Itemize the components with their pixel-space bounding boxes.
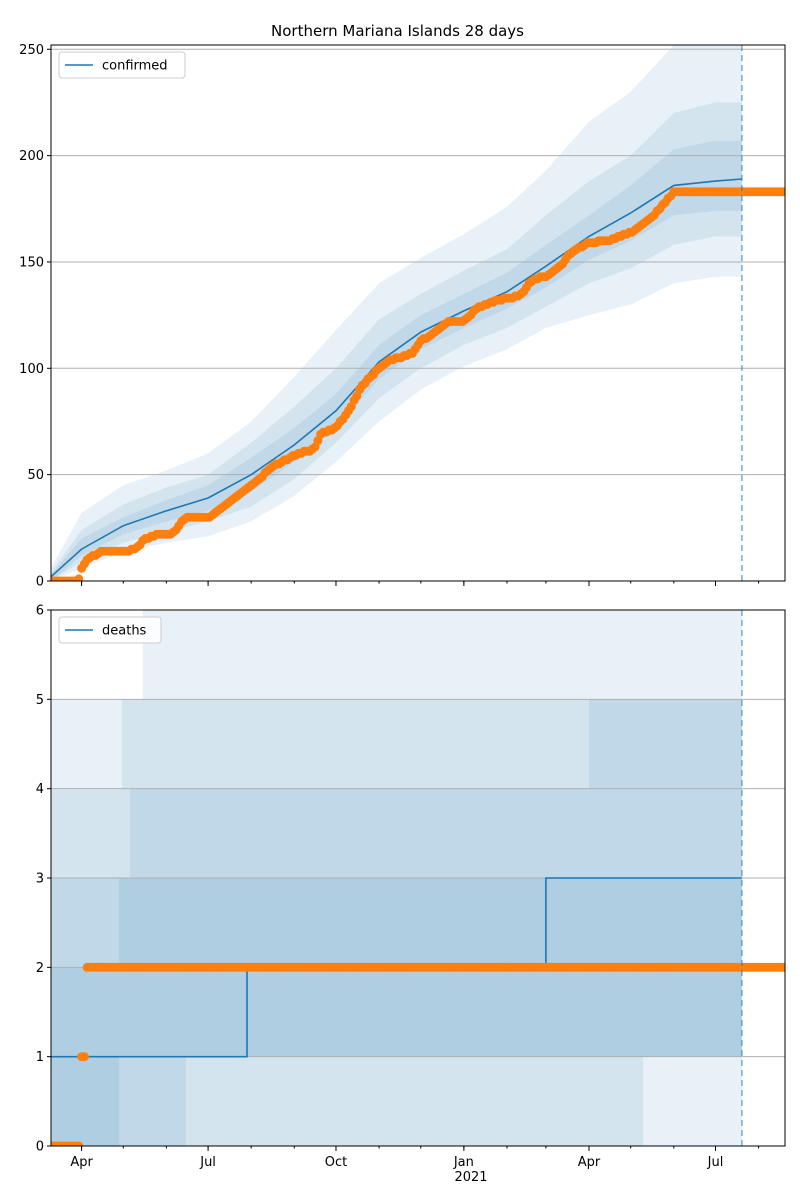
deaths-ytick-label: 5	[36, 693, 44, 708]
deaths-legend-box	[58, 616, 162, 644]
deaths-band-1	[51, 699, 742, 1146]
confirmed-ytick-label: 50	[27, 468, 44, 483]
confirmed-band-1	[51, 102, 742, 581]
deaths-ytick-label: 0	[36, 1140, 44, 1155]
deaths-ytick-label: 6	[36, 604, 44, 619]
deaths-plot-area	[51, 610, 785, 1146]
deaths-legend-label: deaths	[102, 624, 147, 639]
deaths-xtick-label: Jul	[707, 1155, 724, 1170]
confirmed-observed-point	[74, 574, 84, 581]
deaths-legend: deaths	[58, 616, 162, 644]
confirmed-observed-points	[51, 187, 785, 581]
deaths-observed-point	[780, 962, 785, 972]
deaths-ytick-label: 4	[36, 782, 44, 797]
deaths-ytick-label: 1	[36, 1050, 44, 1065]
x-year-label: 2021	[454, 1170, 487, 1185]
confirmed-observed-point	[780, 187, 785, 197]
confirmed-ytick-label: 100	[19, 362, 44, 377]
confirmed-ytick-label: 0	[36, 575, 44, 590]
deaths-ytick-label: 3	[36, 872, 44, 887]
confirmed-legend: confirmed	[58, 51, 186, 79]
deaths-panel: 0 1 2 3 4 5 6 Apr Jul Oct Jan Apr Jul deaths	[36, 604, 786, 1170]
deaths-band-2	[51, 699, 742, 1146]
deaths-observed-point	[79, 1052, 89, 1062]
confirmed-panel: 0 50 100 150 200 250 confirmed	[19, 43, 786, 590]
deaths-observed-point	[74, 1141, 84, 1146]
deaths-xtick-label: Oct	[325, 1155, 347, 1170]
deaths-xtick-label: Jul	[199, 1155, 216, 1170]
confirmed-plot-area	[51, 45, 785, 581]
confirmed-series-line-0	[51, 178, 742, 578]
confirmed-legend-label: confirmed	[102, 59, 168, 74]
confirmed-axes-frame	[50, 44, 786, 582]
confirmed-ytick-label: 150	[19, 255, 44, 270]
confirmed-legend-box	[58, 51, 186, 79]
confirmed-ytick-label: 200	[19, 149, 44, 164]
confirmed-band-0	[51, 45, 742, 581]
deaths-xtick-label: Apr	[70, 1155, 93, 1170]
confirmed-ytick-label: 250	[19, 43, 44, 58]
deaths-observed-points	[51, 962, 785, 1146]
deaths-ytick-label: 2	[36, 961, 44, 976]
chart-title: Northern Mariana Islands 28 days	[271, 22, 524, 40]
deaths-band-3	[51, 878, 742, 1146]
deaths-xtick-label: Jan	[453, 1155, 474, 1170]
deaths-xtick-label: Apr	[578, 1155, 601, 1170]
